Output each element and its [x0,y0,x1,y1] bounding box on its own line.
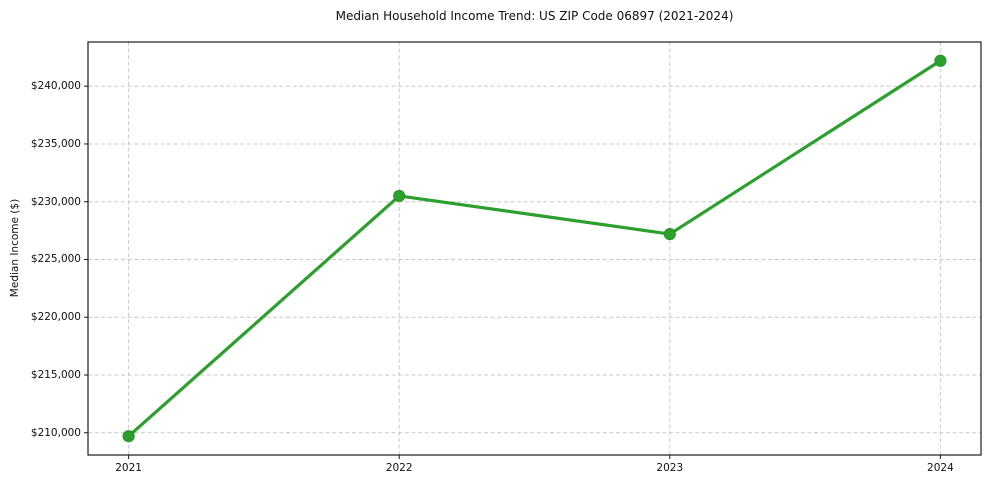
x-tick-label: 2021 [115,462,142,474]
x-tick-label: 2023 [656,462,684,474]
trend-line [126,59,943,438]
plot-border [87,41,982,456]
data-point [122,430,135,443]
y-tick-label: $235,000 [30,137,81,150]
y-tick-label: $215,000 [30,368,81,381]
y-tick-label: $240,000 [30,80,81,93]
data-point [663,227,676,241]
y-tick-label: $225,000 [30,253,81,266]
x-tick-label: 2024 [927,462,954,474]
data-point [393,189,406,203]
chart-title: Median Household Income Trend: US ZIP Co… [335,9,734,23]
y-tick-label: $230,000 [30,195,81,208]
x-tick-label: 2022 [385,462,413,474]
y-tick-label: $210,000 [30,426,81,439]
y-tick-label: $220,000 [30,311,81,324]
data-point [934,54,947,67]
